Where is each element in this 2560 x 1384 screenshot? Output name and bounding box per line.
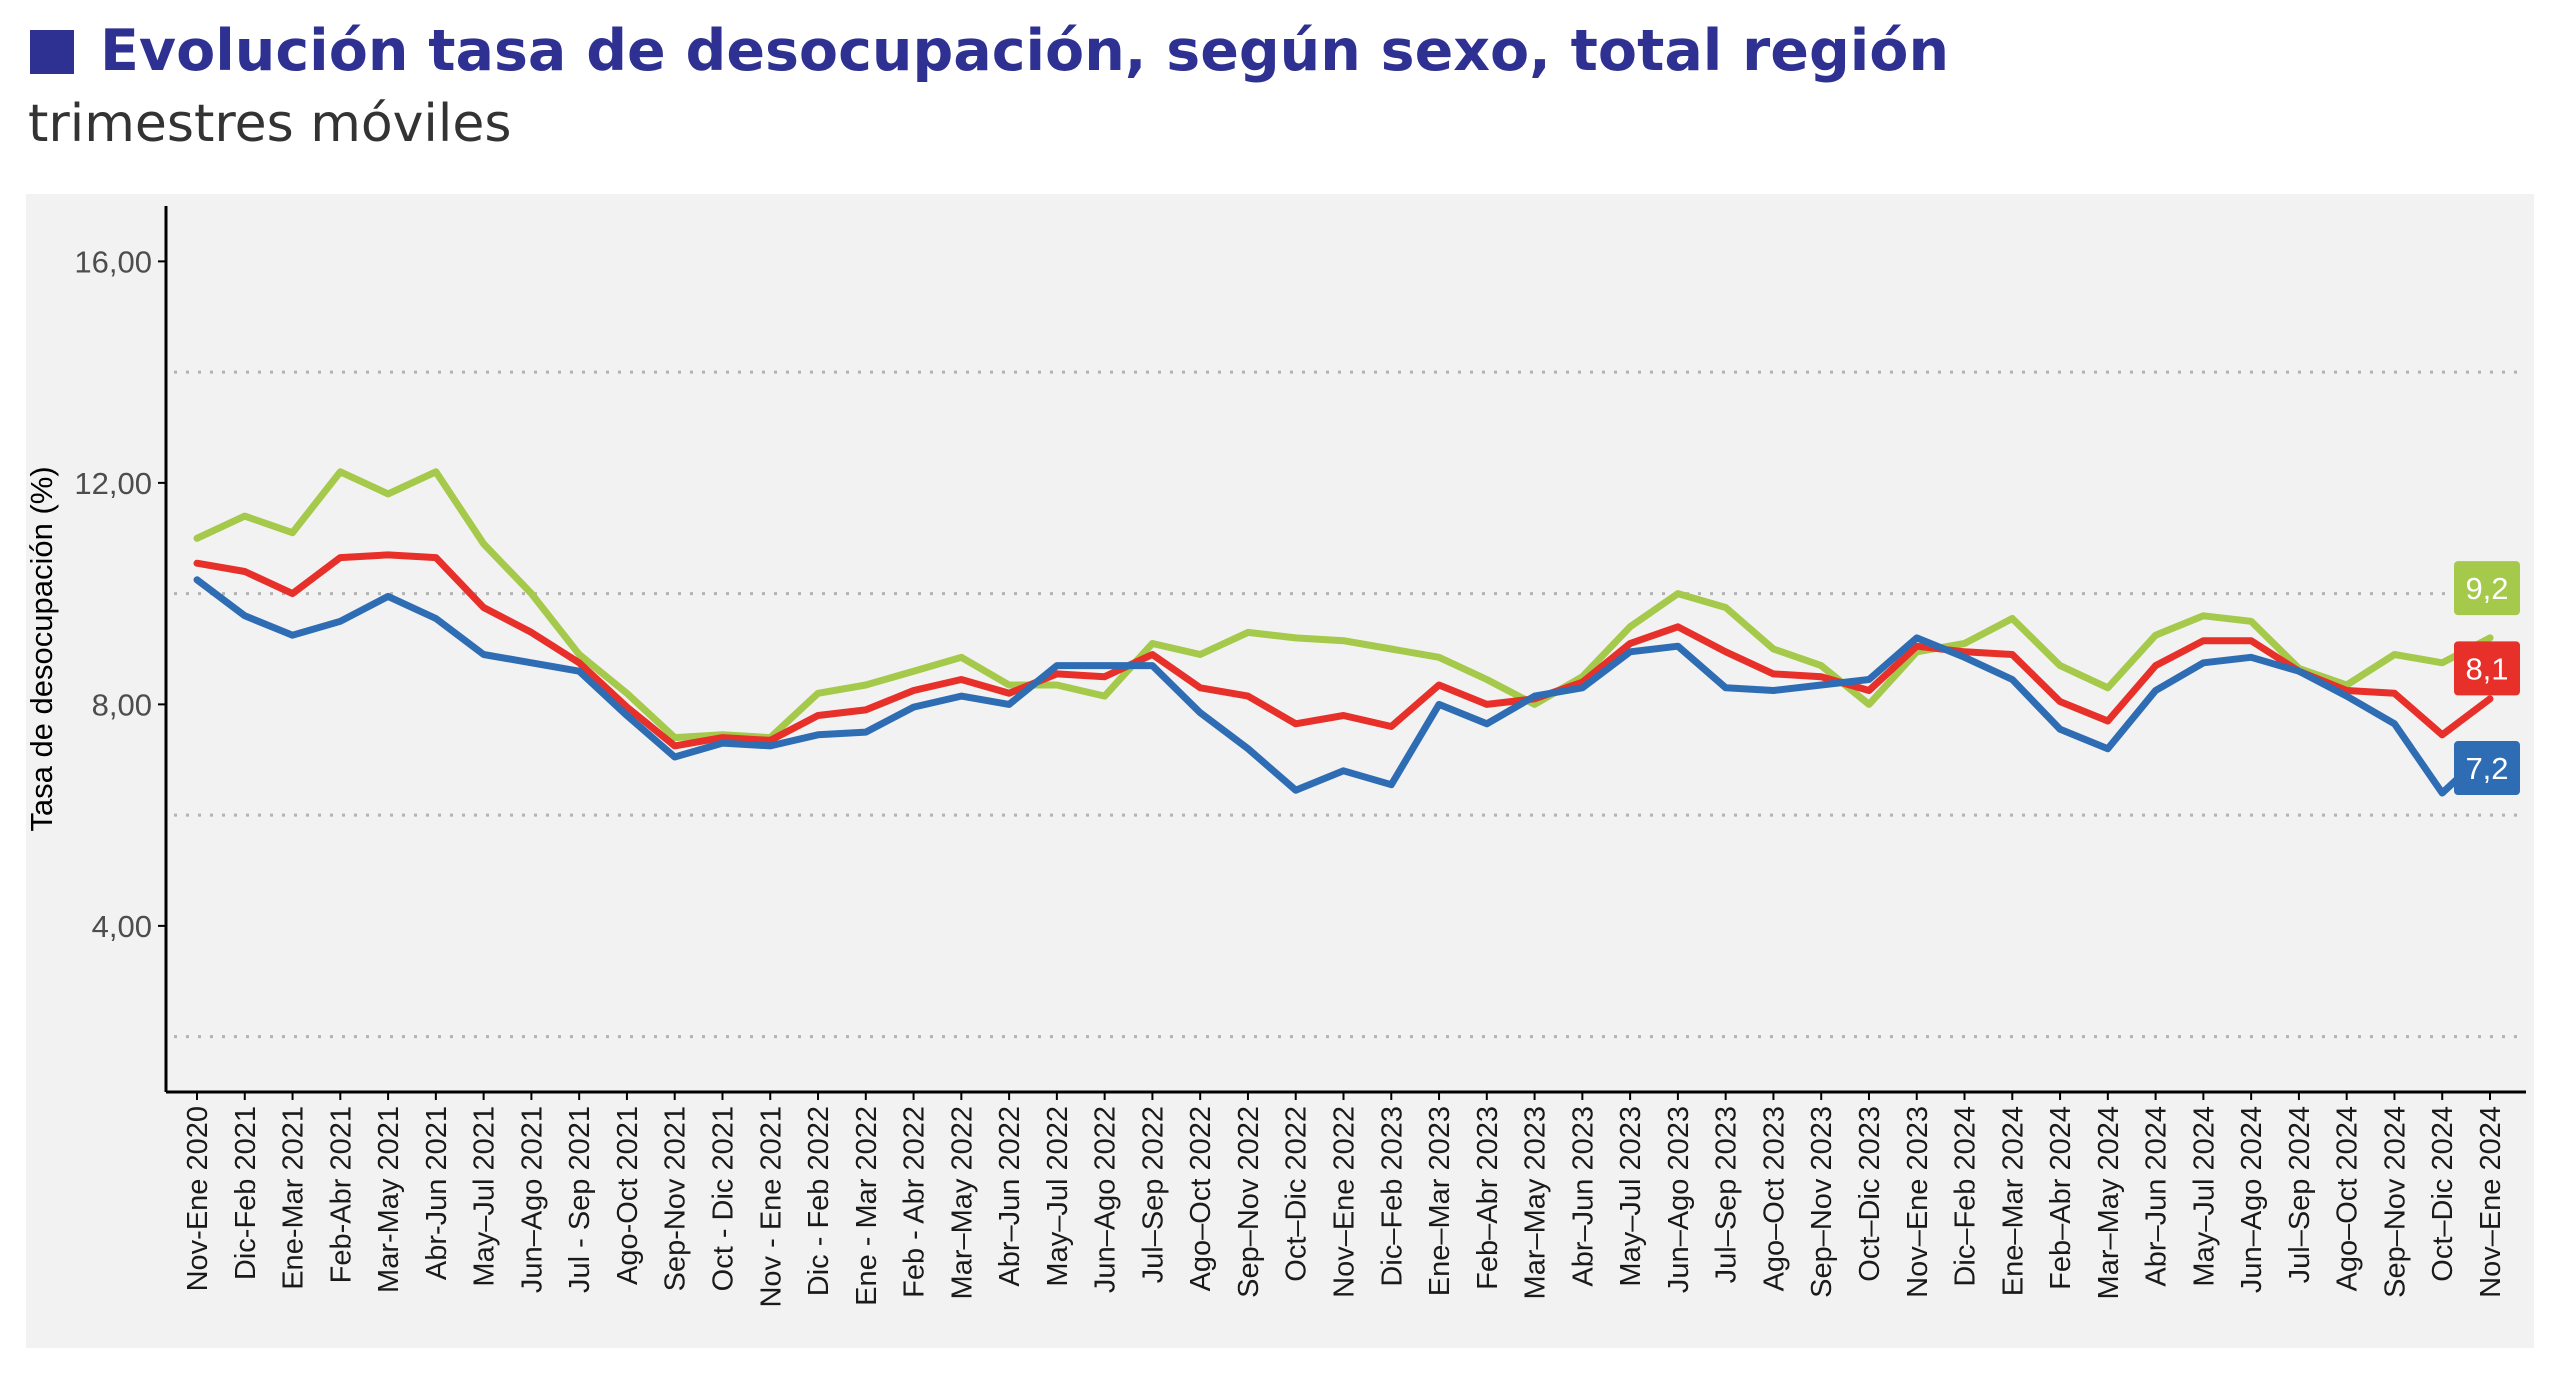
x-tick-label: Ene-Mar 2021 [278, 1106, 310, 1290]
x-tick-label: Abr–Jun 2023 [1567, 1106, 1599, 1287]
end-label: 9,2 [2454, 561, 2520, 616]
x-tick-label: Dic–Feb 2023 [1376, 1106, 1408, 1287]
x-tick-label: May–Jul 2022 [1042, 1106, 1074, 1287]
x-tick-label: Oct–Dic 2023 [1854, 1106, 1886, 1282]
x-tick-label: Abr-Jun 2021 [421, 1106, 453, 1280]
end-label-text: 8,1 [2465, 651, 2508, 686]
x-tick-label: Ago–Oct 2022 [1185, 1106, 1217, 1291]
x-tick-label: May–Jul 2024 [2188, 1106, 2220, 1287]
title-square-icon [30, 30, 74, 74]
x-tick-label: Nov - Ene 2021 [755, 1106, 787, 1308]
end-label: 7,2 [2454, 741, 2520, 796]
end-label-box [2454, 741, 2520, 796]
x-tick-label: Sep–Nov 2024 [2379, 1106, 2411, 1298]
x-tick-label: Jun–Ago 2023 [1663, 1106, 1695, 1293]
x-tick-label: Feb–Abr 2024 [2045, 1106, 2077, 1290]
end-label-box [2454, 641, 2520, 696]
x-tick-label: Mar–May 2024 [2093, 1106, 2125, 1299]
chart-panel: Tasa de desocupación (%) 4,00 8,00 12,00 16… [26, 194, 2534, 1348]
x-tick-label: Jun–Ago 2021 [516, 1106, 548, 1293]
y-tick-label: 8,00 [92, 687, 152, 722]
x-tick-label: Sep–Nov 2023 [1806, 1106, 1838, 1298]
x-tick-label: Ago–Oct 2023 [1758, 1106, 1790, 1291]
x-tick-label: Nov–Ene 2022 [1329, 1106, 1361, 1298]
end-label-text: 7,2 [2465, 751, 2508, 786]
series-lines [193, 468, 2494, 797]
y-tick-labels: 4,00 8,00 12,00 16,00 [74, 244, 166, 944]
x-tick-label: Jul - Sep 2021 [564, 1106, 596, 1293]
x-tick-label: Mar-May 2021 [373, 1106, 405, 1293]
end-label: 8,1 [2454, 641, 2520, 696]
end-labels: 9,2 8,1 7,2 [2454, 561, 2520, 796]
chart-header: Evolución tasa de desocupación, según se… [28, 18, 2528, 168]
x-tick-label: Abr–Jun 2024 [2141, 1106, 2173, 1287]
x-tick-label: Dic - Feb 2022 [803, 1106, 835, 1296]
x-tick-label: Ene - Mar 2022 [851, 1106, 883, 1306]
x-tick-label: Ene–Mar 2023 [1424, 1106, 1456, 1296]
x-tick-label: Jul–Sep 2022 [1137, 1106, 1169, 1283]
x-tick-label: Jul–Sep 2024 [2284, 1106, 2316, 1283]
x-tick-label: Ago-Oct 2021 [612, 1106, 644, 1285]
x-tick-label: Abr–Jun 2022 [994, 1106, 1026, 1287]
y-tick-label: 12,00 [74, 466, 152, 501]
end-label-text: 9,2 [2465, 571, 2508, 606]
x-tick-label: Feb–Abr 2023 [1472, 1106, 1504, 1290]
x-tick-label: Oct - Dic 2021 [707, 1106, 739, 1291]
axes: Tasa de desocupación (%) [26, 206, 2526, 1094]
x-tick-label: Oct–Dic 2022 [1281, 1106, 1313, 1282]
x-tick-label: Dic–Feb 2024 [1950, 1106, 1982, 1287]
x-tick-label: Ago–Oct 2024 [2332, 1106, 2364, 1291]
x-tick-label: Mar–May 2022 [946, 1106, 978, 1299]
x-tick-label: Mar–May 2023 [1520, 1106, 1552, 1299]
x-tick-label: Feb - Abr 2022 [899, 1106, 931, 1298]
x-tick-label: May–Jul 2021 [469, 1106, 501, 1287]
x-tick-label: Ene–Mar 2024 [1997, 1106, 2029, 1296]
y-tick-label: 4,00 [92, 909, 152, 944]
x-tick-label: May–Jul 2023 [1615, 1106, 1647, 1287]
x-tick-label: Jul–Sep 2023 [1711, 1106, 1743, 1283]
series-line [193, 468, 2494, 742]
x-tick-label: Sep–Nov 2022 [1233, 1106, 1265, 1298]
x-tick-label: Nov–Ene 2023 [1902, 1106, 1934, 1298]
x-tick-label: Jun–Ago 2022 [1090, 1106, 1122, 1293]
series-line [193, 551, 2494, 750]
x-tick-label: Oct–Dic 2024 [2427, 1106, 2459, 1282]
x-tick-labels: Nov-Ene 2020 Dic-Feb 2021 Ene-Mar 2021 Feb-… [182, 1092, 2507, 1308]
grid-lines [174, 370, 2526, 1039]
x-tick-label: Nov-Ene 2020 [182, 1106, 214, 1291]
x-tick-label: Jun–Ago 2024 [2236, 1106, 2268, 1293]
y-tick-label: 16,00 [74, 244, 152, 279]
line-chart: Tasa de desocupación (%) 4,00 8,00 12,00 16… [26, 206, 2526, 1308]
x-tick-label: Sep-Nov 2021 [660, 1106, 692, 1291]
series-line [193, 576, 2494, 797]
x-tick-label: Dic-Feb 2021 [230, 1106, 262, 1280]
chart-title: Evolución tasa de desocupación, según se… [100, 18, 1950, 84]
chart-subtitle: trimestres móviles [28, 94, 512, 154]
y-axis-title: Tasa de desocupación (%) [26, 466, 59, 831]
x-tick-label: Nov–Ene 2024 [2475, 1106, 2507, 1298]
end-label-box [2454, 561, 2520, 616]
x-tick-label: Feb-Abr 2021 [325, 1106, 357, 1283]
